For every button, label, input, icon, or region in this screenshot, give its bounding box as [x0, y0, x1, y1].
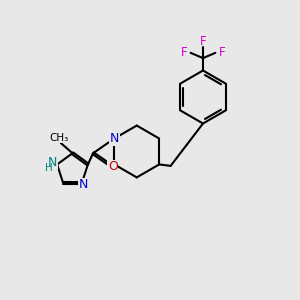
Text: O: O	[108, 160, 118, 173]
Text: N: N	[79, 178, 88, 191]
Text: CH₃: CH₃	[50, 133, 69, 142]
Text: F: F	[218, 46, 225, 59]
Text: F: F	[200, 35, 206, 48]
Text: F: F	[181, 46, 188, 59]
Text: H: H	[45, 163, 53, 173]
Text: N: N	[48, 157, 57, 169]
Text: N: N	[110, 132, 119, 145]
